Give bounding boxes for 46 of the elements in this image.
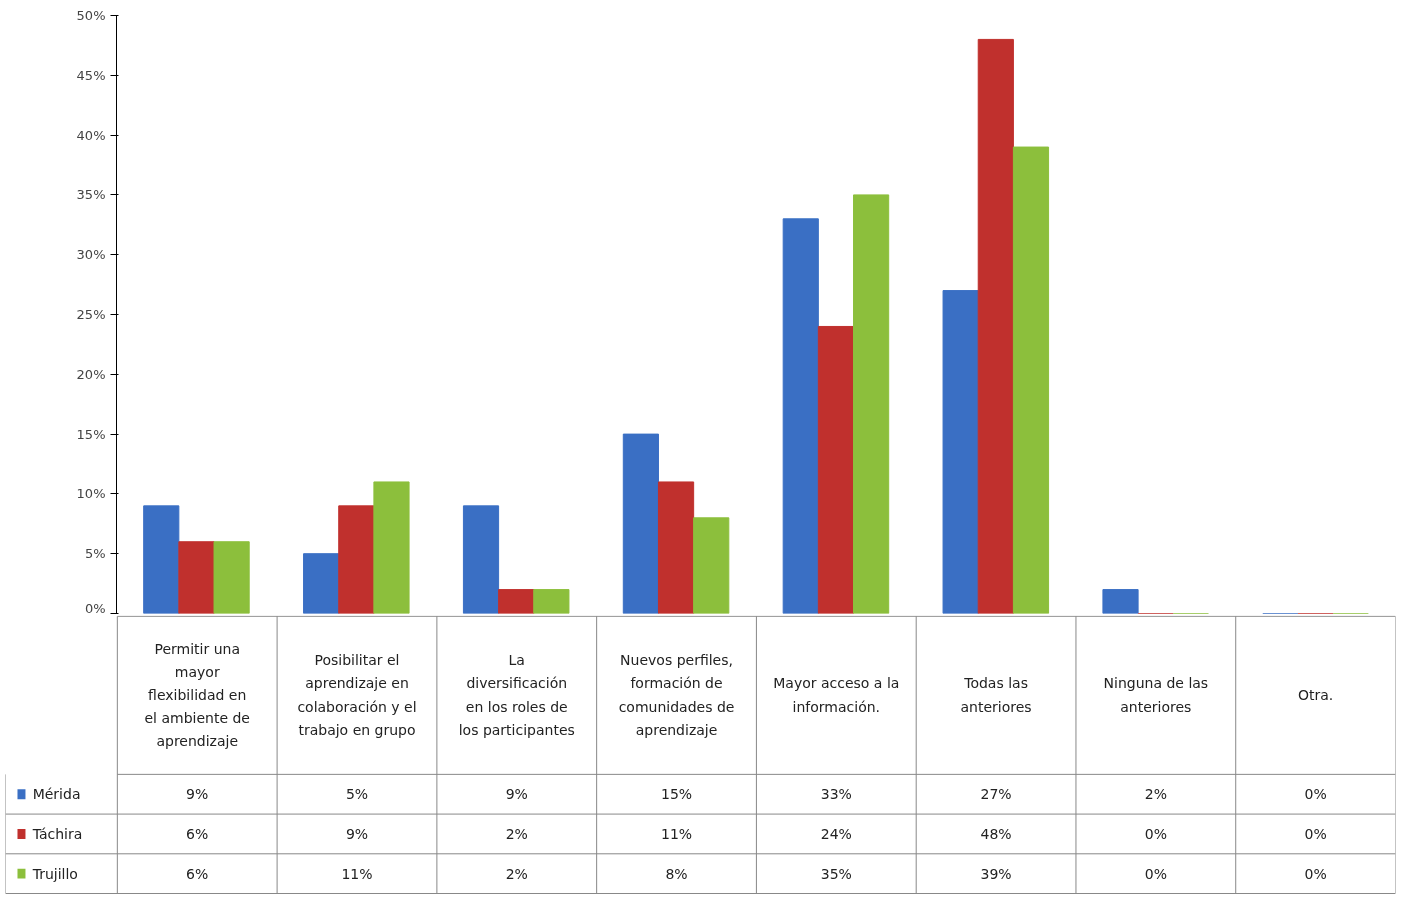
data-label: 2% bbox=[505, 865, 528, 882]
y-tick-label: 10% bbox=[76, 486, 106, 502]
data-label: 27% bbox=[980, 786, 1012, 803]
y-tick-label: 50% bbox=[76, 8, 106, 23]
data-label: 5% bbox=[345, 786, 369, 803]
data-label: 33% bbox=[820, 786, 852, 803]
x-tick-label: Nuevos perfiles, formación de comunidades de aprendizaje bbox=[618, 652, 735, 738]
y-tick-label: 40% bbox=[76, 127, 106, 143]
data-label: 11% bbox=[341, 865, 373, 882]
data-label: 35% bbox=[820, 865, 852, 882]
data-label: 39% bbox=[980, 865, 1012, 882]
data-label: 2% bbox=[1144, 786, 1167, 803]
y-tick-label: 15% bbox=[76, 426, 106, 442]
data-label: 11% bbox=[660, 825, 693, 842]
data-label: 9% bbox=[186, 786, 209, 803]
x-tick-label: La diversificación en los roles de los participantes bbox=[458, 652, 575, 738]
y-tick-label: 45% bbox=[76, 67, 106, 83]
y-tick-label: 30% bbox=[76, 247, 106, 263]
data-label: 0% bbox=[1144, 825, 1167, 842]
data-label: 0% bbox=[1304, 825, 1327, 842]
x-tick-label: Mayor acceso a la información. bbox=[773, 675, 900, 715]
y-tick-label: 20% bbox=[76, 366, 106, 382]
x-tick-label: Posibilitar el aprendizaje en colaboración y el trabajo en grupo bbox=[297, 652, 417, 738]
y-tick-label: 5% bbox=[84, 546, 106, 562]
legend-label: Táchira bbox=[31, 825, 83, 842]
data-label: 6% bbox=[186, 865, 209, 882]
data-label: 0% bbox=[1304, 786, 1327, 803]
y-tick-label: 35% bbox=[76, 187, 106, 203]
data-label: 0% bbox=[1304, 865, 1327, 882]
legend-label: Mérida bbox=[32, 786, 81, 803]
x-tick-label: Permitir una mayor flexibilidad en el ambiente de aprendizaje bbox=[144, 640, 250, 750]
data-label: 9% bbox=[345, 825, 369, 842]
y-tick-label: 25% bbox=[76, 307, 106, 322]
data-label: 24% bbox=[820, 825, 852, 842]
data-label: 8% bbox=[665, 865, 688, 882]
y-tick-label: 0% bbox=[84, 600, 106, 616]
x-tick-label: Otra. bbox=[1297, 686, 1334, 703]
legend-label: Trujillo bbox=[31, 865, 78, 882]
data-label: 15% bbox=[660, 786, 693, 803]
data-label: 9% bbox=[505, 786, 528, 803]
data-label: 0% bbox=[1144, 865, 1167, 882]
data-label: 6% bbox=[186, 825, 209, 842]
data-label: 2% bbox=[505, 825, 528, 842]
x-tick-label: Ninguna de las anteriores bbox=[1103, 675, 1209, 715]
data-label: 48% bbox=[980, 825, 1012, 842]
x-tick-label: Todas las anteriores bbox=[960, 675, 1032, 715]
